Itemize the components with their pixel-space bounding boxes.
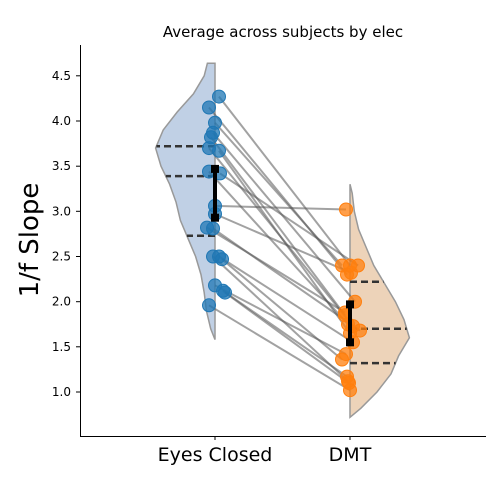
violin-dmt (349, 184, 411, 419)
chart-title: Average across subjects by elec (163, 23, 403, 41)
pair-line (221, 258, 343, 361)
point-dmt (335, 258, 349, 273)
pair-line (212, 255, 349, 382)
point-dmt (344, 265, 358, 280)
pair-line (206, 226, 346, 314)
point-eyes-closed (202, 100, 216, 115)
pair-line (214, 213, 352, 274)
x-tick-label: DMT (329, 444, 372, 466)
pair-line (208, 170, 349, 325)
pair-line (212, 227, 361, 332)
violin-eyes-closed (154, 62, 216, 340)
point-dmt (341, 374, 355, 389)
pair-line (219, 172, 359, 267)
errorbar-layer (211, 164, 354, 347)
pair-line (224, 291, 350, 384)
errorbar-cap (346, 300, 354, 309)
point-dmt (339, 347, 353, 362)
y-tick-label: 2.5 (52, 250, 71, 264)
x-tick-label: Eyes Closed (158, 444, 273, 466)
y-tick-label: 4.0 (52, 114, 71, 128)
point-eyes-closed (202, 298, 216, 313)
point-eyes-closed (206, 221, 220, 236)
errorbar-cap (211, 213, 219, 222)
pair-line (218, 95, 351, 267)
y-tick-label: 3.5 (52, 159, 71, 173)
y-tick-layer: 1.0 1.5 2.0 2.5 3.0 3.5 4.0 4.5 (52, 69, 80, 399)
pair-line (208, 304, 351, 392)
pair-line (208, 106, 348, 276)
errorbar-cap (211, 164, 219, 173)
y-tick-label: 4.5 (52, 69, 71, 83)
pair-line-layer (206, 95, 361, 392)
point-eyes-closed (206, 249, 220, 264)
point-dmt (339, 202, 353, 217)
y-tick-label: 1.5 (52, 340, 71, 354)
point-dmt (353, 323, 367, 338)
point-eyes-closed (212, 143, 226, 158)
pair-line (214, 204, 347, 211)
y-tick-label: 1.0 (52, 385, 71, 399)
point-eyes-closed (212, 89, 226, 104)
errorbar-cap (346, 338, 354, 347)
y-tick-label: 3.0 (52, 204, 71, 218)
x-tick-layer: Eyes Closed DMT (158, 436, 372, 466)
pair-line (218, 255, 354, 344)
quartile-layer (156, 145, 407, 365)
y-axis-label: 1/f Slope (15, 183, 45, 298)
y-tick-label: 2.0 (52, 295, 71, 309)
violin-layer (154, 62, 411, 419)
pair-line (210, 136, 346, 316)
point-eyes-closed (218, 285, 232, 300)
